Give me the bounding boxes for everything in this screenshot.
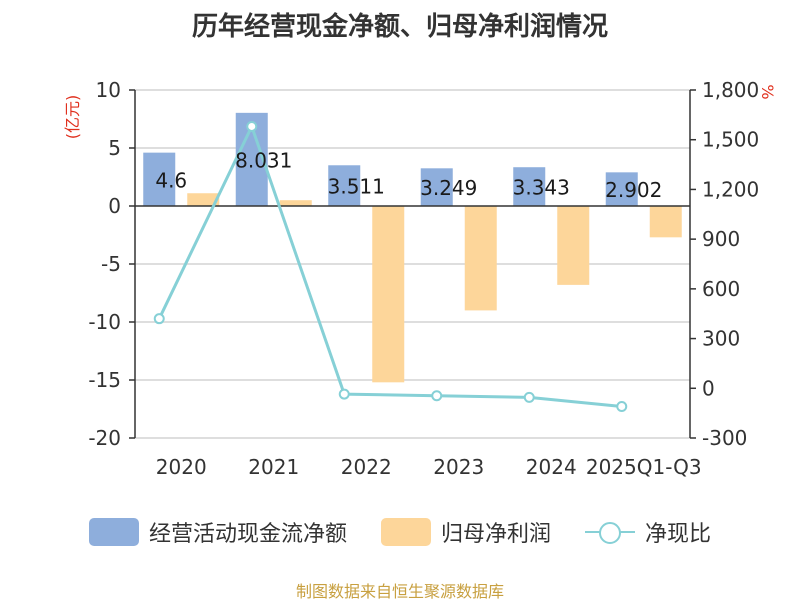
net-profit-bar [372,206,405,383]
source-note: 制图数据来自恒生聚源数据库 [295,582,504,601]
legend-item-ratio[interactable]: 净现比 [585,516,711,548]
right-tick-label: 300 [702,327,740,351]
left-tick-label: 5 [108,136,121,160]
left-tick-label: -5 [101,252,121,276]
right-tick-label: 600 [702,277,740,301]
net-profit-bar [187,193,220,206]
net-profit-bar [649,206,682,238]
cashflow-data-label: 8.031 [235,148,292,172]
gridlines [135,89,690,439]
x-tick-label: 2025Q1-Q3 [586,455,702,479]
left-axis-unit: (亿元) [63,95,82,140]
right-tick-label: 1,500 [702,128,759,152]
cashflow-data-label: 4.6 [155,168,187,192]
x-tick-label: 2024 [526,455,577,479]
cashflow-data-label: 3.343 [513,176,570,200]
net-cash-ratio-point [431,390,443,402]
left-tick-label: -20 [88,426,121,450]
right-axis-unit: % [758,84,777,99]
legend-label-net-profit: 归母净利润 [440,522,551,547]
net-cash-ratio-point [338,388,350,400]
net-cash-ratio-point [246,120,258,132]
x-tick-label: 2020 [156,455,207,479]
net-cash-ratio-point [523,391,535,403]
net-cash-ratio-point [153,313,165,325]
right-tick-label: 1,800 [702,78,759,102]
net-profit-bar [279,200,312,206]
cashflow-data-label: 2.902 [605,178,662,202]
legend-line-ratio-icon [585,518,635,546]
cashflow-bar [513,167,546,206]
left-tick-label: 0 [108,194,121,218]
right-tick-label: 0 [702,376,715,400]
axes: 10 5 0 -5 -10 -15 -20 1,800 1,500 1,200 900 600 300 0… [63,78,777,479]
net-profit-bars [187,193,682,383]
net-profit-bar [464,206,497,311]
legend-item-cashflow[interactable]: 经营活动现金流净额 [88,516,347,548]
legend: 经营活动现金流净额 归母净利润 净现比 [0,516,800,548]
cashflow-bar [605,172,638,206]
right-tick-label: -300 [702,426,747,450]
net-cash-ratio-polyline [157,122,622,409]
cashflow-bar [420,168,453,206]
x-tick-label: 2022 [341,455,392,479]
legend-swatch-cashflow [88,518,139,546]
cashflow-data-label: 3.511 [328,175,385,199]
legend-swatch-net-profit [380,518,431,546]
left-tick-label: -15 [88,368,121,392]
left-tick-label: 10 [96,78,121,102]
net-cash-ratio-point [616,401,628,413]
legend-label-ratio: 净现比 [645,522,712,547]
cashflow-bar [143,152,176,206]
data-labels: 4.6 8.031 3.511 3.249 3.343 2.902 [155,148,662,202]
net-profit-bar [557,206,590,285]
right-tick-label: 900 [702,227,740,251]
legend-item-net-profit[interactable]: 归母净利润 [380,516,551,548]
chart-title: 历年经营现金净额、归母净利润情况 [191,12,608,42]
cashflow-bar [328,165,361,206]
cashflow-bars [143,112,638,206]
legend-label-cashflow: 经营活动现金流净额 [148,522,347,547]
net-cash-ratio-line [153,120,628,413]
x-tick-label: 2021 [248,455,299,479]
right-tick-label: 1,200 [702,177,759,201]
cashflow-data-label: 3.249 [420,176,477,200]
left-tick-label: -10 [88,310,121,334]
x-tick-label: 2023 [433,455,484,479]
